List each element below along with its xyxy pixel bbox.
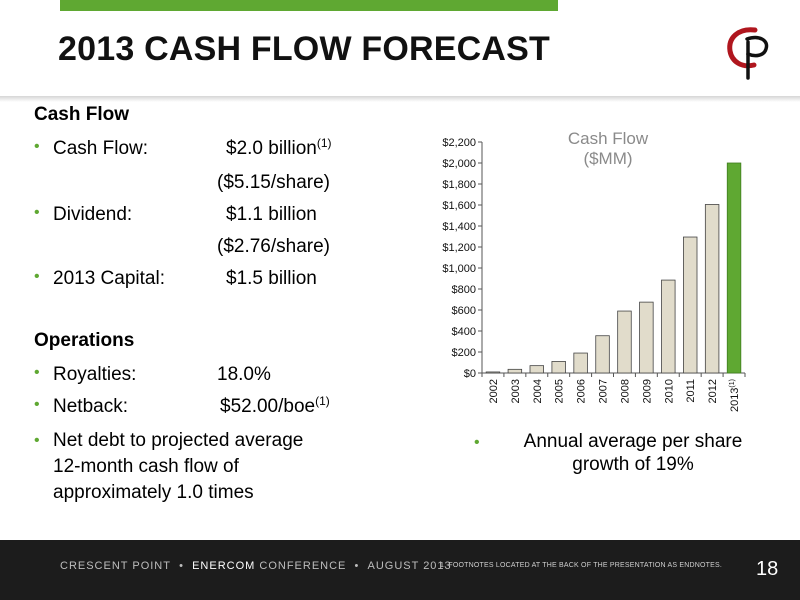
chart-title-block: Cash Flow ($MM)	[510, 129, 706, 169]
bar-2011	[683, 236, 698, 374]
footer-conference-text: CRESCENT POINT • ENERCOM CONFERENCE • AU…	[60, 560, 452, 572]
footnote-text: 1. FOOTNOTES LOCATED AT THE BACK OF THE …	[440, 562, 723, 569]
dividend-label: Dividend:	[53, 204, 133, 225]
cash-flow-label: Cash Flow:	[53, 138, 149, 159]
y-tick-label: $0	[464, 368, 476, 380]
x-tick-label: 2003	[510, 379, 522, 403]
x-tick-label: 2008	[619, 379, 631, 403]
bullet-icon: •	[34, 396, 40, 413]
bar-2004	[529, 365, 544, 374]
bar-2005	[551, 361, 566, 374]
page-number: 18	[756, 558, 779, 580]
y-tick-label: $1,000	[442, 263, 476, 275]
footnote-ref: (1)	[315, 394, 330, 408]
x-tick-label: 2004	[532, 379, 544, 403]
x-tick-label-footnote: (1)	[729, 379, 736, 388]
y-tick-label: $1,600	[442, 200, 476, 212]
bar-2008	[617, 310, 632, 374]
y-tick-label: $200	[452, 347, 476, 359]
cash-flow-value: $2.0 billion(1)	[226, 136, 332, 159]
cash-flow-heading: Cash Flow	[34, 104, 130, 125]
bullet-icon: •	[34, 268, 40, 285]
bar-2010	[661, 279, 676, 374]
bar-2012	[704, 204, 720, 374]
dividend-value: $1.1 billion	[226, 204, 317, 225]
bullet-icon: •	[34, 364, 40, 381]
x-tick-label: 2012	[707, 379, 719, 403]
slide-title: 2013 CASH FLOW FORECAST	[58, 30, 550, 68]
x-tick-label: 2005	[554, 379, 566, 403]
crescent-point-logo-icon	[727, 27, 769, 80]
x-tick-label: 2002	[488, 379, 500, 403]
royalties-value: 18.0%	[217, 364, 271, 385]
bullet-icon: •	[34, 432, 40, 449]
y-tick-label: $2,000	[442, 158, 476, 170]
royalties-label: Royalties:	[53, 364, 137, 385]
bar-2007	[595, 335, 610, 374]
y-tick-label: $1,800	[442, 179, 476, 191]
x-tick-label: 2009	[641, 379, 653, 403]
bullet-icon: •	[474, 434, 480, 451]
y-tick-label: $2,200	[442, 137, 476, 149]
footnote-ref: (1)	[316, 136, 332, 150]
x-tick-label-text: 2013	[729, 388, 741, 412]
y-tick-label: $400	[452, 326, 476, 338]
top-accent-bar	[60, 0, 558, 11]
footer-bar: CRESCENT POINT • ENERCOM CONFERENCE • AU…	[0, 540, 800, 600]
chart-subtitle: ($MM)	[583, 149, 633, 168]
x-tick-label: 2010	[663, 379, 675, 403]
title-divider	[0, 96, 800, 102]
capital-label: 2013 Capital:	[53, 268, 165, 289]
x-tick-label: 2007	[598, 379, 610, 403]
operations-heading: Operations	[34, 330, 135, 351]
x-tick-label: 2011	[685, 379, 697, 403]
y-tick-label: $1,400	[442, 221, 476, 233]
cash-flow-bar-chart: $0 $200 $400 $600 $800 $1,000 $1,200 $1,400 $1,6…	[442, 137, 746, 412]
netback-value: $52.00/boe(1)	[220, 394, 330, 417]
x-tick-label: 2013(1)	[729, 379, 741, 412]
capital-value: $1.5 billion	[226, 268, 317, 289]
bar-2013	[726, 162, 742, 374]
netback-label: Netback:	[53, 396, 128, 417]
bar-2003	[507, 368, 523, 374]
debt-text: Net debt to projected average 12-month c…	[53, 430, 304, 503]
growth-note-text: Annual average per share growth of 19%	[523, 431, 743, 475]
bar-2006	[573, 352, 588, 374]
chart-title: Cash Flow	[567, 129, 649, 148]
bullet-icon: •	[34, 204, 40, 221]
x-tick-label: 2006	[576, 379, 588, 403]
bar-2009	[639, 301, 654, 374]
y-tick-label: $1,200	[442, 242, 476, 254]
y-tick-label: $800	[452, 284, 476, 296]
bar-2002	[485, 371, 501, 374]
bullet-icon: •	[34, 138, 40, 155]
y-tick-label: $600	[452, 305, 476, 317]
